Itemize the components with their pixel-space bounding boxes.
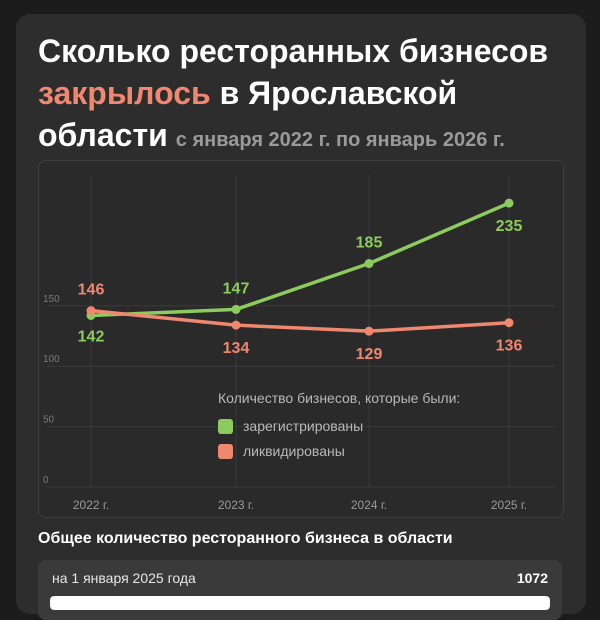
line-chart: 0 50 100 150 2022 г. 2023 г. 2024 г. 2025 г. 142… [43,175,555,512]
legend-label-liquidated: ликвидированы [243,443,345,459]
total-bar-fill [50,596,550,610]
subtitle: с января 2022 г. по январь 2026 г. [175,129,505,151]
x-tick-label: 2023 г. [218,498,254,512]
data-label-liquidated: 146 [78,282,105,299]
data-point-registered [231,304,241,314]
legend-title: Количество бизнесов, которые были: [218,390,461,406]
x-tick-label: 2025 г. [491,498,527,512]
legend: Количество бизнесов, которые были: зарег… [218,390,460,468]
page-title: Сколько ресторанных бизнесов закрылось в … [38,30,578,161]
total-box: на 1 января 2025 года 1072 [38,560,562,620]
data-label-liquidated: 136 [496,338,523,355]
data-point-liquidated [364,326,374,336]
series-line-liquidated [89,308,511,333]
data-point-registered [504,198,514,208]
data-point-liquidated [231,320,241,330]
y-tick-label: 150 [43,294,60,305]
x-tick-label: 2024 г. [351,498,387,512]
legend-swatch-liquidated [218,443,233,459]
data-label-registered: 185 [356,235,383,252]
y-tick-label: 0 [43,475,49,486]
data-label-liquidated: 134 [223,340,250,357]
data-point-liquidated [504,318,514,328]
legend-swatch-registered [218,418,233,434]
data-label-registered: 147 [223,280,250,297]
total-bar [50,596,550,610]
data-label-registered: 235 [496,218,523,235]
title-text-rest: в Ярославской области [38,75,458,153]
data-point-liquidated [86,306,96,316]
total-value: 1072 [516,570,548,586]
data-point-registered [364,259,374,269]
legend-label-registered: зарегистрированы [243,418,364,434]
data-label-liquidated: 129 [356,346,383,363]
legend-item-registered: зарегистрированы [218,418,460,434]
chart-area: 0 50 100 150 2022 г. 2023 г. 2024 г. 2025 г. 142… [38,160,564,518]
series-line-registered [89,201,511,318]
y-tick-label: 50 [43,415,55,426]
total-label: на 1 января 2025 года [52,570,196,586]
legend-item-liquidated: ликвидированы [218,443,460,459]
y-tick-label: 100 [43,354,60,365]
section-title: Общее количество ресторанного бизнеса в … [38,530,453,547]
title-text: Сколько ресторанных бизнесов [38,33,549,69]
x-tick-label: 2022 г. [73,498,109,512]
title-accent: закрылось [38,75,211,111]
data-label-registered: 142 [78,328,105,345]
